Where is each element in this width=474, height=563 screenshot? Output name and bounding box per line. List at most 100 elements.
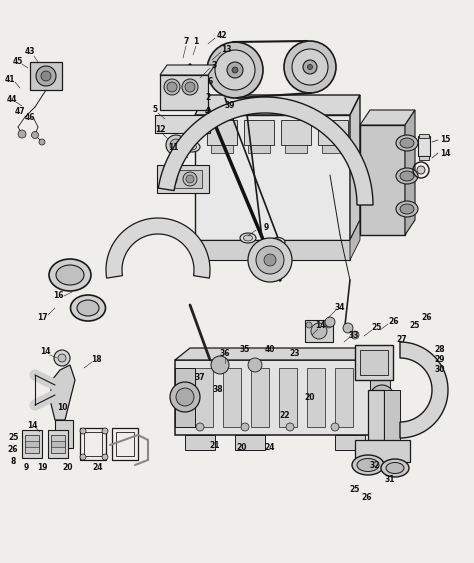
Polygon shape [50, 365, 75, 420]
Circle shape [176, 388, 194, 406]
Text: 26: 26 [389, 318, 399, 327]
Circle shape [102, 454, 108, 460]
Text: 41: 41 [5, 75, 15, 84]
Text: 12: 12 [155, 126, 165, 135]
Ellipse shape [274, 239, 282, 244]
Bar [48, 430, 68, 458]
Ellipse shape [400, 204, 414, 214]
Circle shape [39, 139, 45, 145]
Bar [322, 145, 344, 153]
Circle shape [31, 132, 38, 138]
Bar [235, 435, 265, 450]
Circle shape [215, 50, 255, 90]
Text: 24: 24 [93, 463, 103, 472]
Bar [51, 441, 65, 447]
Ellipse shape [386, 462, 404, 473]
Ellipse shape [396, 168, 418, 184]
Polygon shape [195, 95, 360, 115]
Bar [360, 125, 405, 235]
Text: 13: 13 [221, 46, 231, 55]
Polygon shape [158, 97, 373, 205]
Ellipse shape [71, 295, 106, 321]
Text: 39: 39 [225, 101, 235, 109]
Circle shape [164, 79, 180, 95]
Text: 17: 17 [36, 314, 47, 323]
Bar [84, 432, 102, 456]
Circle shape [284, 41, 336, 93]
Ellipse shape [188, 144, 197, 150]
Ellipse shape [56, 265, 84, 285]
Text: 40: 40 [265, 346, 275, 355]
Text: 8: 8 [10, 458, 16, 467]
Text: 25: 25 [9, 434, 19, 443]
Bar [419, 134, 429, 138]
Circle shape [331, 423, 339, 431]
Circle shape [286, 423, 294, 431]
Circle shape [417, 166, 425, 174]
Polygon shape [400, 342, 448, 438]
Ellipse shape [357, 458, 379, 471]
Ellipse shape [184, 142, 200, 152]
Text: 25: 25 [372, 324, 382, 333]
Bar [244, 120, 274, 145]
Circle shape [351, 331, 359, 339]
Text: 38: 38 [213, 386, 223, 395]
Text: 25: 25 [350, 485, 360, 494]
Text: 25: 25 [410, 320, 420, 329]
Circle shape [308, 65, 312, 69]
Text: 3: 3 [211, 60, 217, 69]
Text: 22: 22 [280, 410, 290, 419]
Polygon shape [106, 218, 210, 278]
Text: 31: 31 [385, 476, 395, 485]
Ellipse shape [240, 233, 256, 243]
Text: 44: 44 [7, 96, 17, 105]
Polygon shape [405, 110, 415, 235]
Bar [307, 368, 325, 427]
Text: 34: 34 [335, 302, 345, 311]
Text: 7: 7 [183, 38, 189, 47]
Circle shape [311, 323, 327, 339]
Text: 14: 14 [40, 347, 50, 356]
Circle shape [183, 172, 197, 186]
Text: 36: 36 [220, 348, 230, 358]
Polygon shape [350, 95, 360, 240]
Bar [175, 360, 375, 435]
Text: 19: 19 [37, 463, 47, 472]
Circle shape [80, 454, 86, 460]
Ellipse shape [49, 259, 91, 291]
Bar [419, 156, 429, 160]
Text: 6: 6 [207, 78, 213, 87]
Circle shape [248, 238, 292, 282]
Circle shape [170, 139, 182, 151]
Circle shape [325, 317, 335, 327]
Circle shape [170, 382, 200, 412]
Bar [55, 420, 73, 448]
Bar [248, 145, 270, 153]
Circle shape [232, 67, 238, 73]
Circle shape [58, 354, 66, 362]
Circle shape [227, 62, 243, 78]
Bar [305, 320, 333, 342]
Text: 37: 37 [195, 373, 205, 382]
Circle shape [256, 246, 284, 274]
Text: 21: 21 [210, 440, 220, 449]
Text: 9: 9 [264, 224, 269, 233]
Text: 35: 35 [240, 346, 250, 355]
Bar [30, 62, 62, 90]
Circle shape [18, 130, 26, 138]
Bar [335, 435, 365, 450]
Polygon shape [350, 220, 360, 260]
Bar [25, 441, 39, 447]
Text: 9: 9 [23, 463, 28, 472]
Text: 24: 24 [265, 444, 275, 453]
Bar [175, 368, 195, 427]
Text: 18: 18 [91, 355, 101, 364]
Circle shape [102, 428, 108, 434]
Bar [279, 368, 297, 427]
Bar [370, 375, 390, 420]
Text: 27: 27 [397, 336, 407, 345]
Circle shape [292, 49, 328, 85]
Circle shape [196, 423, 204, 431]
Ellipse shape [244, 235, 253, 241]
Circle shape [182, 79, 198, 95]
